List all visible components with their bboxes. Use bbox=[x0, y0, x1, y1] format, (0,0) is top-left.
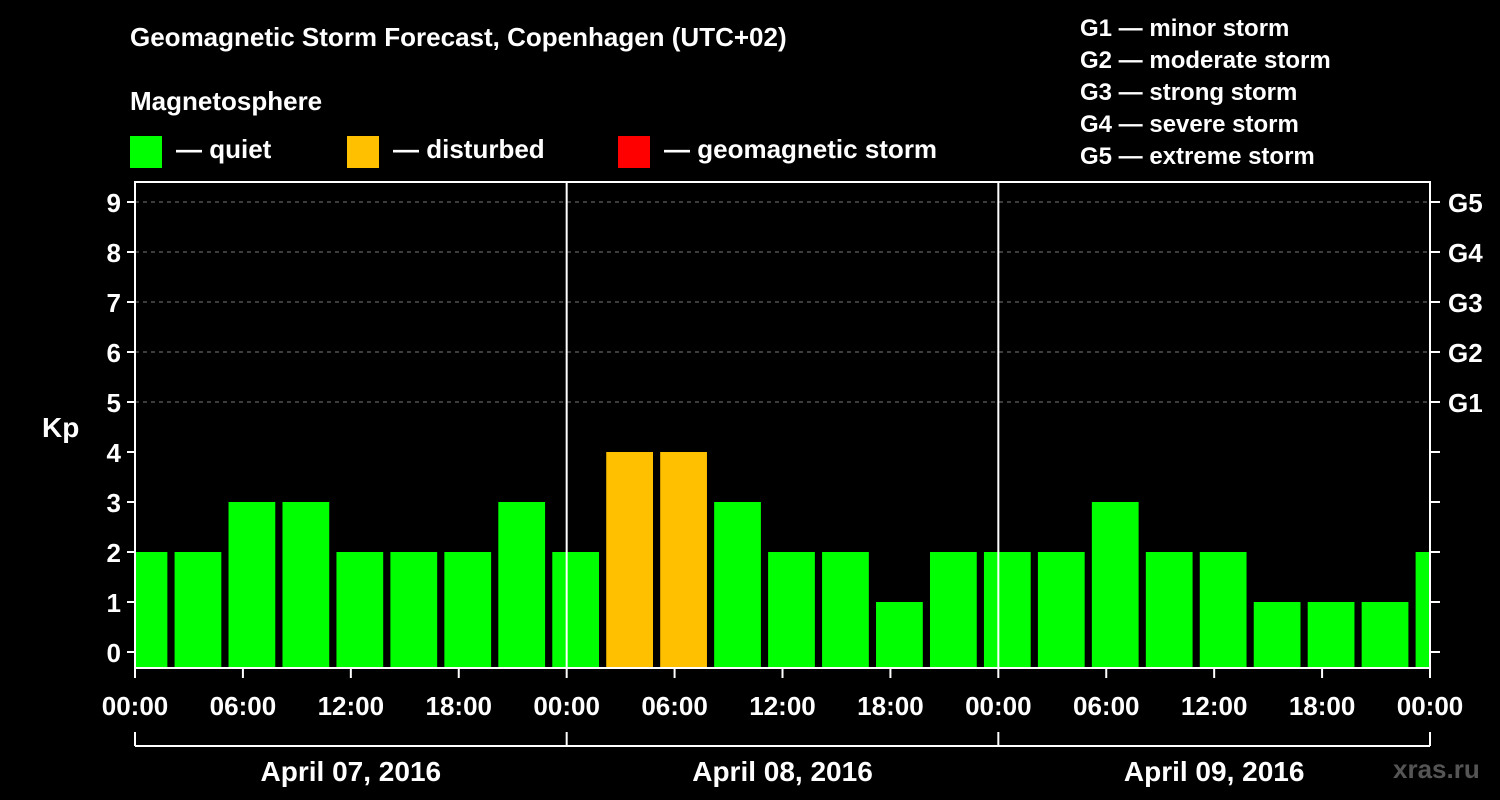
day-label-0: April 07, 2016 bbox=[261, 756, 442, 787]
kp-bar-2 bbox=[228, 502, 276, 668]
kp-bar-22 bbox=[1307, 602, 1355, 668]
kp-bar-19 bbox=[1145, 552, 1193, 668]
right-tick-label-g1: G1 bbox=[1448, 388, 1483, 418]
right-tick-label-g4: G4 bbox=[1448, 238, 1483, 268]
y-tick-label-2: 2 bbox=[107, 538, 121, 568]
kp-bar-5 bbox=[390, 552, 438, 668]
x-tick-label-4: 00:00 bbox=[533, 691, 600, 721]
legend-swatch-disturbed bbox=[347, 136, 379, 168]
storm-level-g4: G4 — severe storm bbox=[1080, 111, 1299, 138]
kp-bar-8 bbox=[552, 552, 600, 668]
kp-bar-11 bbox=[714, 502, 761, 668]
x-tick-label-6: 12:00 bbox=[749, 691, 816, 721]
y-tick-label-7: 7 bbox=[107, 288, 121, 318]
right-tick-label-g3: G3 bbox=[1448, 288, 1483, 318]
x-tick-label-12: 00:00 bbox=[1397, 691, 1464, 721]
kp-bar-10 bbox=[660, 452, 707, 668]
kp-bar-9 bbox=[606, 452, 653, 668]
legend-swatch-storm bbox=[618, 136, 650, 168]
x-tick-label-3: 18:00 bbox=[426, 691, 493, 721]
watermark: xras.ru bbox=[1393, 754, 1480, 784]
storm-level-g1: G1 — minor storm bbox=[1080, 15, 1290, 42]
kp-bar-24 bbox=[1415, 552, 1430, 668]
x-tick-label-5: 06:00 bbox=[641, 691, 708, 721]
day-label-1: April 08, 2016 bbox=[692, 756, 873, 787]
legend-label-storm: — geomagnetic storm bbox=[664, 134, 938, 164]
y-tick-label-5: 5 bbox=[107, 388, 121, 418]
y-axis-label: Kp bbox=[42, 412, 80, 443]
kp-bar-18 bbox=[1091, 502, 1139, 668]
y-tick-label-9: 9 bbox=[107, 188, 121, 218]
kp-bar-6 bbox=[444, 552, 492, 668]
right-tick-label-g5: G5 bbox=[1448, 188, 1483, 218]
day-label-2: April 09, 2016 bbox=[1124, 756, 1305, 787]
x-tick-label-0: 00:00 bbox=[102, 691, 169, 721]
y-tick-label-6: 6 bbox=[107, 338, 121, 368]
y-tick-label-1: 1 bbox=[107, 588, 121, 618]
y-tick-label-0: 0 bbox=[107, 638, 121, 668]
x-tick-label-1: 06:00 bbox=[210, 691, 277, 721]
kp-bar-13 bbox=[822, 552, 869, 668]
chart-title: Geomagnetic Storm Forecast, Copenhagen (… bbox=[130, 22, 787, 52]
storm-level-g3: G3 — strong storm bbox=[1080, 79, 1298, 106]
x-tick-label-7: 18:00 bbox=[857, 691, 924, 721]
kp-bar-23 bbox=[1361, 602, 1409, 668]
kp-bar-16 bbox=[983, 552, 1031, 668]
right-tick-label-g2: G2 bbox=[1448, 338, 1483, 368]
kp-bar-20 bbox=[1199, 552, 1247, 668]
legend-swatch-quiet bbox=[130, 136, 162, 168]
kp-bar-3 bbox=[282, 502, 330, 668]
kp-bar-17 bbox=[1037, 552, 1085, 668]
legend-label-disturbed: — disturbed bbox=[393, 134, 545, 164]
x-tick-label-10: 12:00 bbox=[1181, 691, 1248, 721]
storm-level-g5: G5 — extreme storm bbox=[1080, 143, 1315, 170]
x-tick-label-9: 06:00 bbox=[1073, 691, 1140, 721]
kp-bar-0 bbox=[135, 552, 168, 668]
kp-bar-4 bbox=[336, 552, 384, 668]
y-tick-label-4: 4 bbox=[107, 438, 122, 468]
x-tick-label-11: 18:00 bbox=[1289, 691, 1356, 721]
y-tick-label-8: 8 bbox=[107, 238, 121, 268]
kp-bar-15 bbox=[929, 552, 977, 668]
y-tick-label-3: 3 bbox=[107, 488, 121, 518]
legend-label-quiet: — quiet bbox=[176, 134, 272, 164]
kp-bar-7 bbox=[498, 502, 546, 668]
x-tick-label-8: 00:00 bbox=[965, 691, 1032, 721]
kp-bar-14 bbox=[876, 602, 923, 668]
x-tick-label-2: 12:00 bbox=[318, 691, 385, 721]
magnetosphere-heading: Magnetosphere bbox=[130, 86, 323, 116]
kp-bar-21 bbox=[1253, 602, 1301, 668]
kp-bar-12 bbox=[768, 552, 815, 668]
storm-level-g2: G2 — moderate storm bbox=[1080, 47, 1331, 74]
kp-bar-1 bbox=[174, 552, 222, 668]
